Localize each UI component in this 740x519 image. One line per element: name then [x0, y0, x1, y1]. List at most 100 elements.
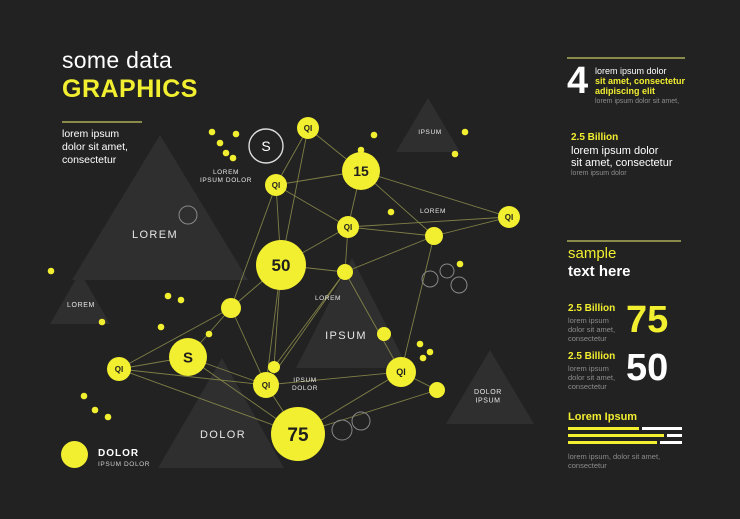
network-edge — [265, 371, 402, 386]
network-edge — [344, 235, 435, 273]
node-15 — [342, 152, 380, 190]
scatter-dot — [157, 323, 165, 331]
network-edge — [230, 307, 267, 386]
billion-sub: lorem ipsum dolor — [571, 170, 627, 177]
network-dot — [429, 382, 445, 398]
network-dot — [425, 227, 443, 245]
network-edge — [273, 271, 346, 368]
scatter-dot — [456, 260, 464, 268]
network-dot — [337, 264, 353, 280]
node-qi-g-label: QI — [396, 367, 406, 377]
label-ipsum-top: IPSUM — [418, 129, 442, 136]
billion-text: lorem ipsum dolor sit amet, consectetur — [571, 145, 673, 169]
scatter-dot — [177, 296, 185, 304]
bar-1-rest — [641, 427, 682, 430]
node-qi-a-label: QI — [304, 124, 312, 133]
scatter-dot — [416, 340, 424, 348]
network-edge — [118, 307, 232, 370]
scatter-dot — [47, 267, 55, 275]
bar-1-fill — [568, 427, 639, 430]
bar-2-rest — [666, 434, 682, 437]
network-dot — [221, 298, 241, 318]
node-50 — [256, 240, 306, 290]
triangle-label-lorem-big: LOREM — [132, 229, 178, 241]
stat4-line2: sit amet, consectetur — [595, 76, 686, 86]
outline-ring — [421, 270, 439, 288]
stat75-title: 2.5 Billion — [568, 303, 616, 314]
node-qi-c-label: QI — [344, 223, 352, 232]
stat4-line3: adipiscing elit — [595, 86, 656, 96]
node-qi-c — [337, 216, 359, 238]
node-15-label: 15 — [353, 163, 369, 179]
network-dot — [268, 361, 280, 373]
triangle-lorem-big — [72, 135, 248, 280]
triangle-label-lorem-small: LOREM — [67, 302, 95, 309]
node-qi-b — [265, 174, 287, 196]
legend-dot — [61, 441, 88, 468]
sample-rule — [567, 240, 681, 242]
node-75 — [271, 407, 325, 461]
node-qi-b-label: QI — [272, 181, 280, 190]
scatter-dot — [461, 128, 469, 136]
scatter-dot — [208, 128, 216, 136]
node-50-label: 50 — [272, 256, 291, 275]
label-lorem-ipsum-dolor: LOREM IPSUM DOLOR — [200, 169, 252, 184]
node-75-label: 75 — [287, 425, 309, 446]
scatter-dot — [205, 330, 213, 338]
scatter-dot — [357, 146, 365, 154]
bar-3-fill — [568, 441, 657, 444]
triangle-lorem-small — [50, 272, 110, 324]
triangle-dolor-ipsum — [446, 350, 534, 424]
scatter-dot — [426, 348, 434, 356]
scatter-dot — [216, 139, 224, 147]
stat75-text: lorem ipsum dolor sit amet, consectetur — [568, 316, 616, 343]
node-qi-a — [297, 117, 319, 139]
bars-text: lorem ipsum, dolor sit amet, consectetur — [568, 452, 661, 470]
network-edge — [347, 216, 510, 228]
scatter-dot — [370, 131, 378, 139]
label-lorem-center: LOREM — [315, 295, 341, 302]
node-s-mid-label: S — [183, 349, 193, 366]
bar-2-fill — [568, 434, 664, 437]
network-edge — [118, 368, 267, 386]
scatter-dot — [451, 150, 459, 158]
triangle-ipsum-top — [396, 98, 460, 152]
stat4-line1: lorem ipsum dolor — [595, 66, 667, 76]
triangle-label-ipsum-big: IPSUM — [325, 330, 367, 342]
stat75-value: 75 — [626, 299, 669, 341]
network-edge — [400, 235, 435, 373]
intro-text: lorem ipsum dolor sit amet, consectetur — [62, 128, 128, 166]
bar-3-rest — [659, 441, 682, 444]
triangle-ipsum-big — [296, 258, 408, 368]
scatter-dot — [387, 208, 395, 216]
billion-title: 2.5 Billion — [571, 132, 619, 143]
scatter-dot — [232, 130, 240, 138]
outline-ring — [439, 263, 455, 279]
heading-divider — [62, 121, 142, 123]
node-s-top — [248, 128, 284, 164]
network-edge — [360, 170, 510, 218]
bars-title: Lorem Ipsum — [568, 411, 638, 423]
triangle-dolor-big — [158, 358, 284, 468]
network-edge — [118, 368, 299, 435]
outline-ring — [351, 411, 371, 431]
legend-subtitle: IPSUM DOLOR — [98, 461, 151, 468]
network-edge — [433, 216, 510, 237]
scatter-dot — [164, 292, 172, 300]
stat4-value: 4 — [567, 60, 589, 102]
sample-line1: sample — [568, 245, 617, 262]
outline-ring — [450, 276, 468, 294]
node-qi-g — [386, 357, 416, 387]
network-edge — [344, 271, 402, 373]
stat50-text: lorem ipsum dolor sit amet, consectetur — [568, 364, 616, 391]
scatter-dot — [229, 154, 237, 162]
node-qi-f-label: QI — [262, 381, 270, 390]
sidebar-top-rule — [567, 57, 685, 59]
scatter-dot — [222, 149, 230, 157]
node-qi-e — [107, 357, 131, 381]
outline-ring — [331, 419, 353, 441]
stat50-value: 50 — [626, 347, 669, 389]
heading-line-1: some data — [62, 47, 173, 73]
scatter-dot — [91, 406, 99, 414]
